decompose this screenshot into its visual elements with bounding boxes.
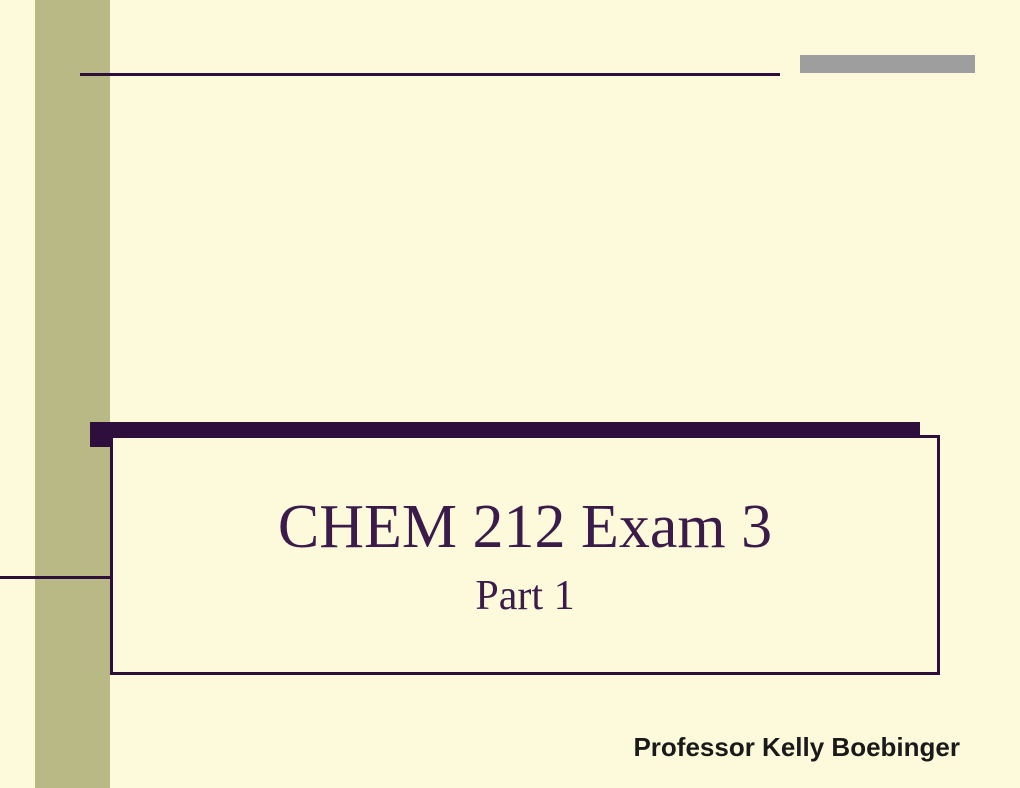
author-label: Professor Kelly Boebinger (633, 732, 960, 763)
slide-subtitle: Part 1 (475, 572, 574, 620)
top-gray-accent (800, 55, 975, 73)
left-vertical-band (35, 0, 110, 788)
title-box: CHEM 212 Exam 3 Part 1 (110, 435, 940, 675)
left-horizontal-rule (0, 576, 111, 579)
slide-title: CHEM 212 Exam 3 (278, 490, 772, 564)
top-horizontal-rule (80, 73, 780, 76)
